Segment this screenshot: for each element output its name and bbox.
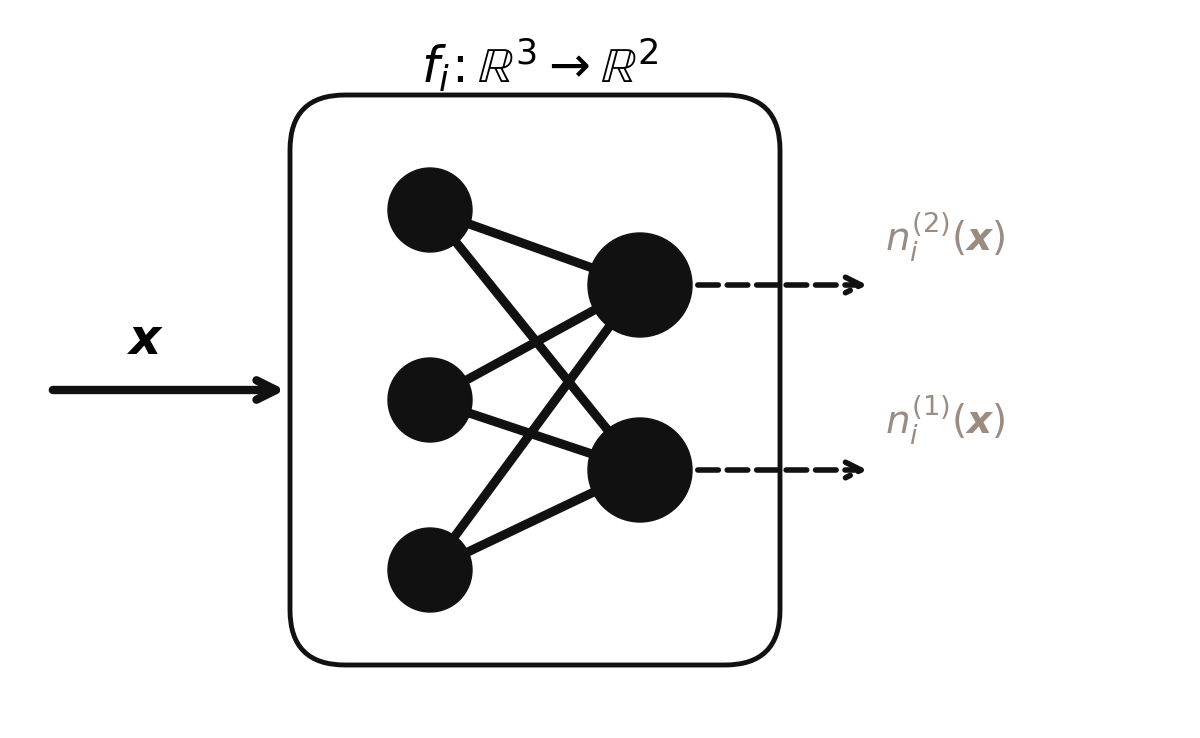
Text: $n_i^{(2)}(\boldsymbol{x})$: $n_i^{(2)}(\boldsymbol{x})$	[884, 210, 1006, 264]
Circle shape	[388, 168, 472, 252]
Circle shape	[588, 418, 692, 522]
Circle shape	[588, 233, 692, 337]
FancyBboxPatch shape	[290, 95, 780, 665]
Text: $f_i\!:\mathbb{R}^3 \rightarrow \mathbb{R}^2$: $f_i\!:\mathbb{R}^3 \rightarrow \mathbb{…	[421, 36, 659, 94]
Circle shape	[388, 528, 472, 612]
Text: $n_i^{(1)}(\boldsymbol{x})$: $n_i^{(1)}(\boldsymbol{x})$	[884, 393, 1006, 447]
Text: $\boldsymbol{x}$: $\boldsymbol{x}$	[126, 316, 163, 364]
Circle shape	[388, 358, 472, 442]
